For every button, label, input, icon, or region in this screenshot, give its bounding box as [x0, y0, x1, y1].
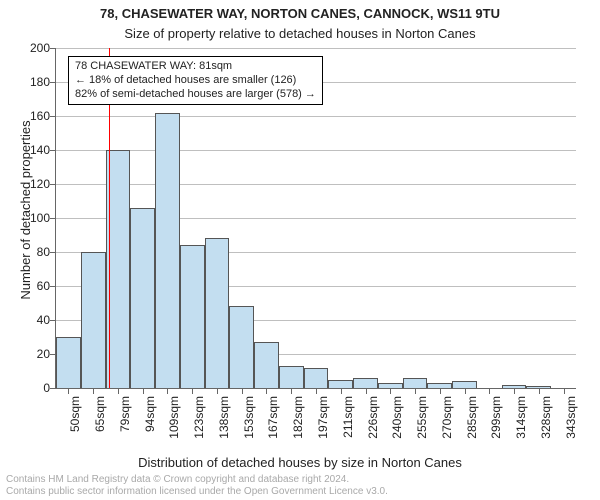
histogram-bar — [180, 245, 205, 388]
histogram-bar — [304, 368, 329, 388]
histogram-bar — [328, 380, 353, 389]
y-tick — [50, 218, 56, 219]
x-tick — [390, 388, 391, 394]
histogram-bar — [254, 342, 279, 388]
x-tick-label: 255sqm — [415, 396, 429, 439]
x-tick-label: 328sqm — [539, 396, 553, 439]
footer-line-2: Contains public sector information licen… — [6, 486, 388, 498]
histogram-bar — [205, 238, 230, 388]
y-tick-label: 40 — [10, 313, 50, 327]
x-tick-label: 285sqm — [465, 396, 479, 439]
x-tick-label: 211sqm — [341, 396, 355, 438]
x-axis-label: Distribution of detached houses by size … — [0, 455, 600, 470]
x-tick-label: 270sqm — [440, 396, 454, 439]
chart-plot-area: 02040608010012014016018020050sqm65sqm79s… — [55, 48, 576, 389]
y-tick — [50, 150, 56, 151]
x-tick-label: 343sqm — [564, 396, 578, 439]
x-tick — [341, 388, 342, 394]
y-tick-label: 0 — [10, 381, 50, 395]
y-tick-label: 80 — [10, 245, 50, 259]
y-tick — [50, 48, 56, 49]
annotation-line-3: 82% of semi-detached houses are larger (… — [75, 88, 316, 102]
x-tick — [514, 388, 515, 394]
histogram-bar — [130, 208, 155, 388]
y-tick-label: 60 — [10, 279, 50, 293]
gridline-h — [56, 116, 576, 117]
x-tick — [118, 388, 119, 394]
gridline-h — [56, 150, 576, 151]
y-tick-label: 20 — [10, 347, 50, 361]
histogram-bar — [279, 366, 304, 388]
y-tick — [50, 388, 56, 389]
x-tick-label: 123sqm — [192, 396, 206, 439]
gridline-h — [56, 184, 576, 185]
x-tick-label: 226sqm — [366, 396, 380, 439]
x-tick-label: 109sqm — [167, 396, 181, 439]
y-tick — [50, 116, 56, 117]
x-tick-label: 314sqm — [514, 396, 528, 439]
x-tick — [465, 388, 466, 394]
x-tick-label: 197sqm — [316, 396, 330, 439]
histogram-bar — [56, 337, 81, 388]
x-tick — [316, 388, 317, 394]
x-tick — [242, 388, 243, 394]
x-tick — [266, 388, 267, 394]
chart-title-line2: Size of property relative to detached ho… — [0, 26, 600, 41]
y-tick-label: 100 — [10, 211, 50, 225]
annotation-line-2: ← 18% of detached houses are smaller (12… — [75, 74, 316, 88]
y-tick — [50, 82, 56, 83]
x-tick — [440, 388, 441, 394]
x-tick — [143, 388, 144, 394]
y-tick-label: 120 — [10, 177, 50, 191]
y-tick-label: 140 — [10, 143, 50, 157]
y-tick-label: 200 — [10, 41, 50, 55]
histogram-bar — [81, 252, 106, 388]
x-tick — [489, 388, 490, 394]
annotation-line-1: 78 CHASEWATER WAY: 81sqm — [75, 60, 316, 74]
x-tick — [192, 388, 193, 394]
x-tick-label: 79sqm — [118, 396, 132, 432]
x-tick-label: 65sqm — [93, 396, 107, 432]
y-tick-label: 180 — [10, 75, 50, 89]
y-tick-label: 160 — [10, 109, 50, 123]
histogram-bar — [403, 378, 428, 388]
x-tick — [68, 388, 69, 394]
histogram-bar — [229, 306, 254, 388]
y-tick — [50, 252, 56, 253]
chart-footer: Contains HM Land Registry data © Crown c… — [6, 474, 388, 498]
x-tick-label: 240sqm — [390, 396, 404, 439]
histogram-bar — [452, 381, 477, 388]
x-tick-label: 182sqm — [291, 396, 305, 439]
x-tick — [415, 388, 416, 394]
x-tick-label: 94sqm — [143, 396, 157, 432]
x-tick-label: 153sqm — [242, 396, 256, 439]
y-tick — [50, 320, 56, 321]
y-tick — [50, 184, 56, 185]
x-tick — [93, 388, 94, 394]
x-tick-label: 299sqm — [489, 396, 503, 439]
x-tick — [167, 388, 168, 394]
x-tick — [564, 388, 565, 394]
x-tick — [217, 388, 218, 394]
gridline-h — [56, 48, 576, 49]
x-tick — [366, 388, 367, 394]
histogram-bar — [155, 113, 180, 388]
chart-title-line1: 78, CHASEWATER WAY, NORTON CANES, CANNOC… — [0, 6, 600, 21]
chart-annotation-box: 78 CHASEWATER WAY: 81sqm ← 18% of detach… — [68, 56, 323, 105]
y-tick — [50, 286, 56, 287]
x-tick-label: 138sqm — [217, 396, 231, 439]
x-tick — [539, 388, 540, 394]
histogram-bar — [353, 378, 378, 388]
x-tick-label: 167sqm — [266, 396, 280, 439]
x-tick — [291, 388, 292, 394]
x-tick-label: 50sqm — [68, 396, 82, 432]
footer-line-1: Contains HM Land Registry data © Crown c… — [6, 474, 388, 486]
